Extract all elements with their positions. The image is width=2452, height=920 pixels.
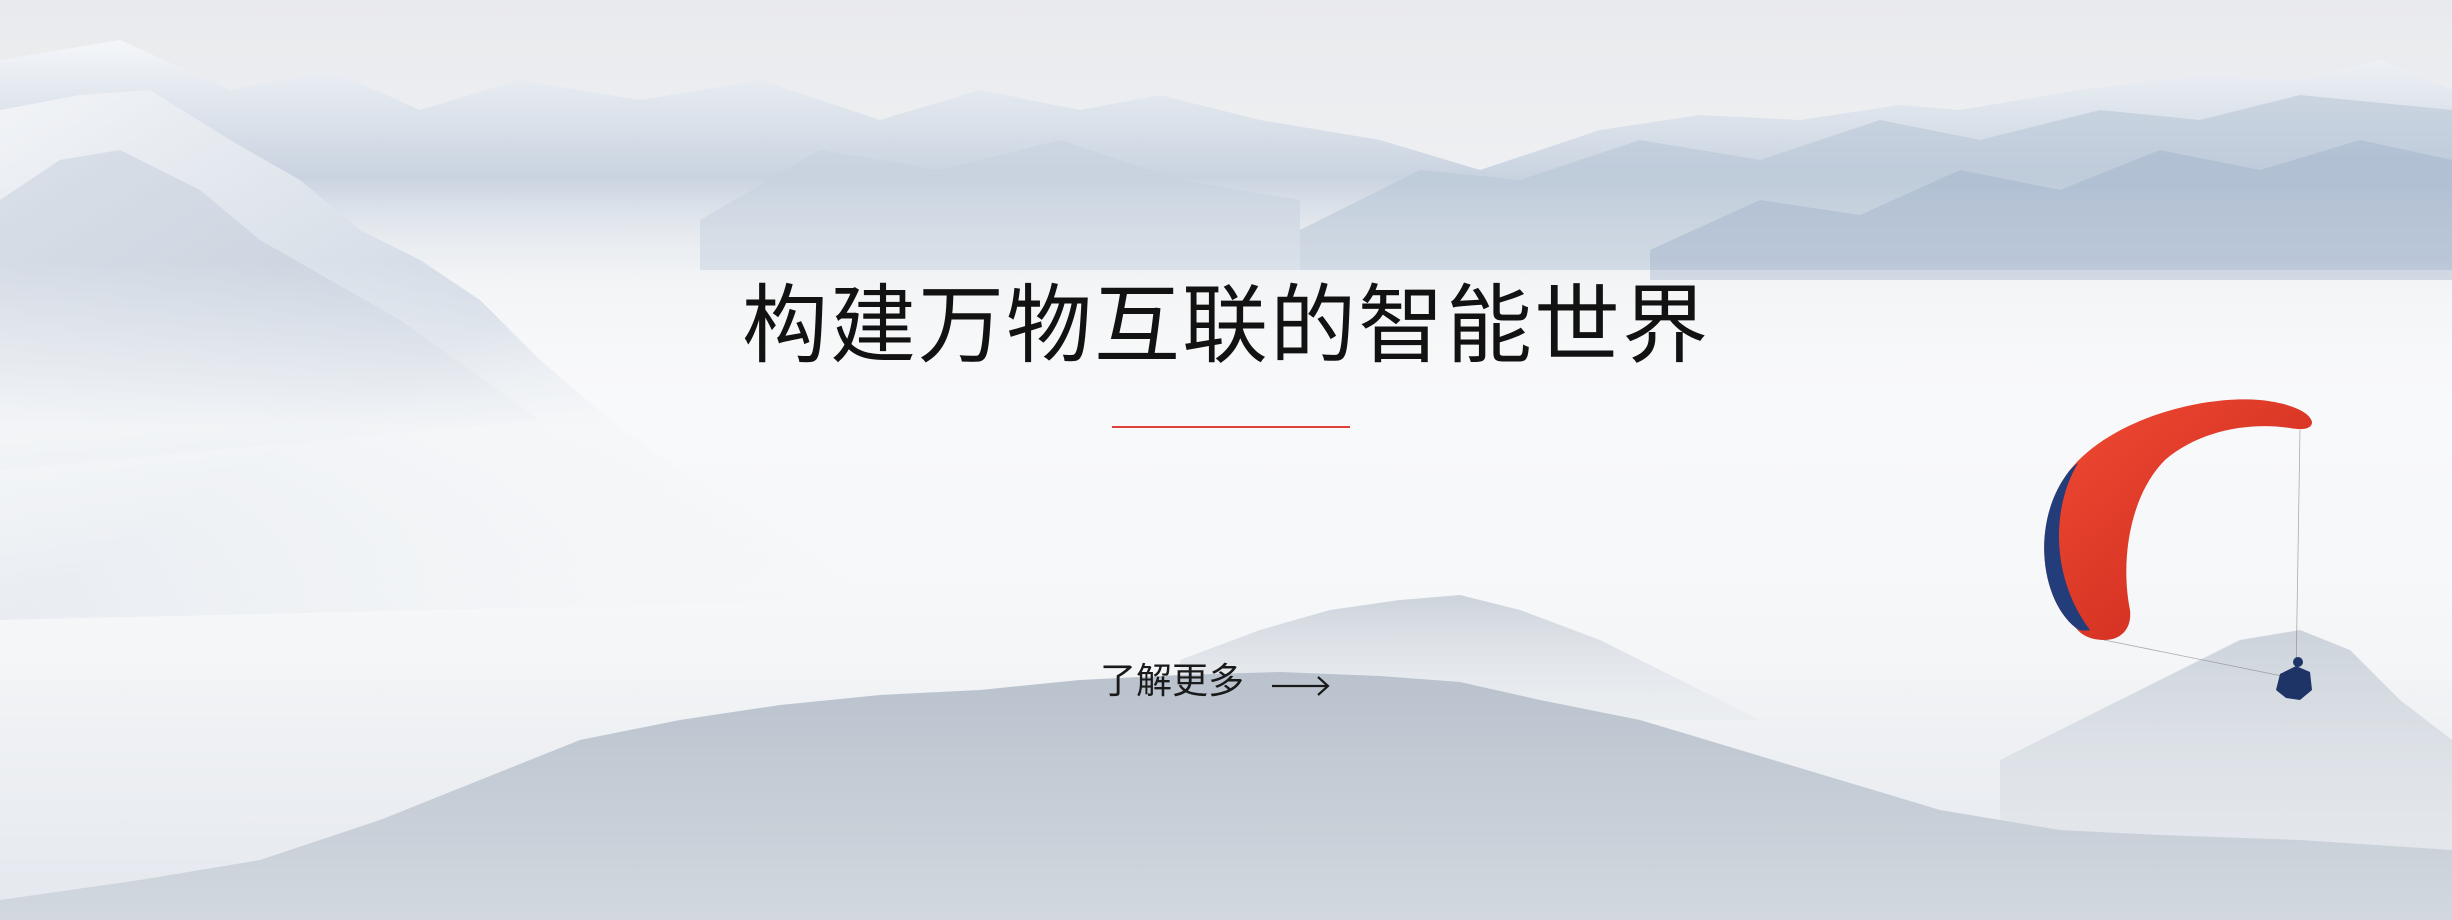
arrow-right-icon [1270,666,1332,696]
learn-more-link[interactable]: 了解更多 [1100,648,1332,708]
headline-divider [1112,426,1350,428]
learn-more-label: 了解更多 [1100,661,1245,702]
hero-headline: 构建万物互联的智能世界 [742,276,1710,376]
